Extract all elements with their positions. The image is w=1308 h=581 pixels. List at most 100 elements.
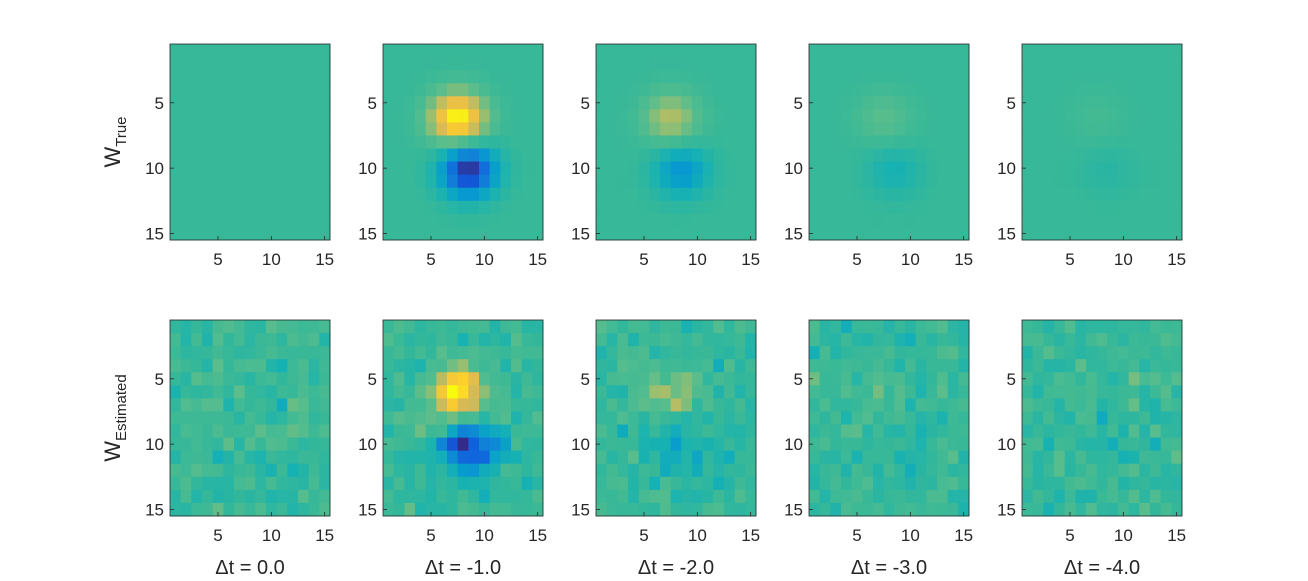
cell [1160, 502, 1172, 517]
cell [713, 411, 725, 425]
cell [681, 346, 693, 360]
axes-frame [595, 319, 757, 517]
cell [819, 359, 831, 373]
cell [479, 226, 491, 241]
cell [457, 122, 469, 136]
cell [276, 359, 288, 373]
cell [223, 437, 235, 452]
cell [606, 333, 618, 347]
cell [702, 398, 714, 412]
cell [649, 437, 661, 452]
cell [223, 96, 235, 110]
cell [170, 424, 182, 438]
cell [234, 437, 246, 452]
cell [1022, 200, 1034, 215]
cell [393, 213, 405, 228]
cell [479, 437, 491, 452]
cell [1075, 359, 1087, 373]
cell [1128, 502, 1140, 517]
cell [1054, 122, 1066, 136]
cell [1086, 385, 1098, 399]
cell [1096, 122, 1108, 136]
cell [809, 411, 821, 425]
cell [457, 44, 469, 58]
cell [393, 174, 405, 189]
cell [958, 122, 970, 136]
cell [862, 385, 874, 399]
cell [255, 450, 267, 465]
cell [457, 346, 469, 360]
cell [244, 174, 256, 189]
cell [500, 148, 512, 162]
cell [628, 359, 640, 373]
cell [489, 226, 501, 241]
cell [1160, 411, 1172, 425]
cell [212, 372, 224, 386]
cell [521, 333, 533, 347]
cell [266, 359, 278, 373]
cell [809, 57, 821, 71]
cell [660, 437, 672, 452]
cell [1032, 135, 1044, 149]
cell [255, 148, 267, 162]
cell [1022, 424, 1034, 438]
cell [819, 148, 831, 162]
cell [670, 476, 682, 491]
cell [606, 70, 618, 84]
cell [468, 476, 480, 491]
cell [1171, 398, 1183, 412]
cell [255, 96, 267, 110]
cell [1139, 489, 1151, 504]
cell [915, 226, 927, 241]
cell [617, 359, 629, 373]
x-tick-label: 10 [475, 526, 494, 545]
cell [425, 476, 437, 491]
cell [926, 372, 938, 386]
cell [724, 346, 736, 360]
cell [830, 333, 842, 347]
cell [436, 476, 448, 491]
cell [457, 148, 469, 162]
cell [1022, 372, 1034, 386]
cell [660, 109, 672, 123]
cell [404, 57, 416, 71]
cell [1054, 333, 1066, 347]
cell [1054, 213, 1066, 228]
cell [692, 109, 704, 123]
cell [1139, 463, 1151, 478]
cell [947, 200, 959, 215]
cell [1086, 489, 1098, 504]
cell [202, 174, 214, 189]
cell [170, 187, 182, 202]
cell [596, 502, 608, 517]
cell [734, 174, 746, 189]
cell [809, 385, 821, 399]
cell [468, 70, 480, 84]
cell [393, 372, 405, 386]
cell [1107, 174, 1119, 189]
cell [393, 122, 405, 136]
cell [425, 424, 437, 438]
cell [1139, 187, 1151, 202]
cell [521, 83, 533, 97]
cell [1054, 346, 1066, 360]
cell [255, 398, 267, 412]
cell [1139, 83, 1151, 97]
cell [617, 424, 629, 438]
cell [819, 44, 831, 58]
cell [276, 437, 288, 452]
cell [1171, 424, 1183, 438]
cell [1118, 346, 1130, 360]
cell [1096, 398, 1108, 412]
cell [511, 200, 523, 215]
cell [1171, 57, 1183, 71]
cell [511, 398, 523, 412]
cell [809, 187, 821, 202]
cell [670, 70, 682, 84]
cell [809, 398, 821, 412]
cell [1118, 502, 1130, 517]
cell [692, 96, 704, 110]
cell [191, 83, 203, 97]
cell [180, 57, 192, 71]
